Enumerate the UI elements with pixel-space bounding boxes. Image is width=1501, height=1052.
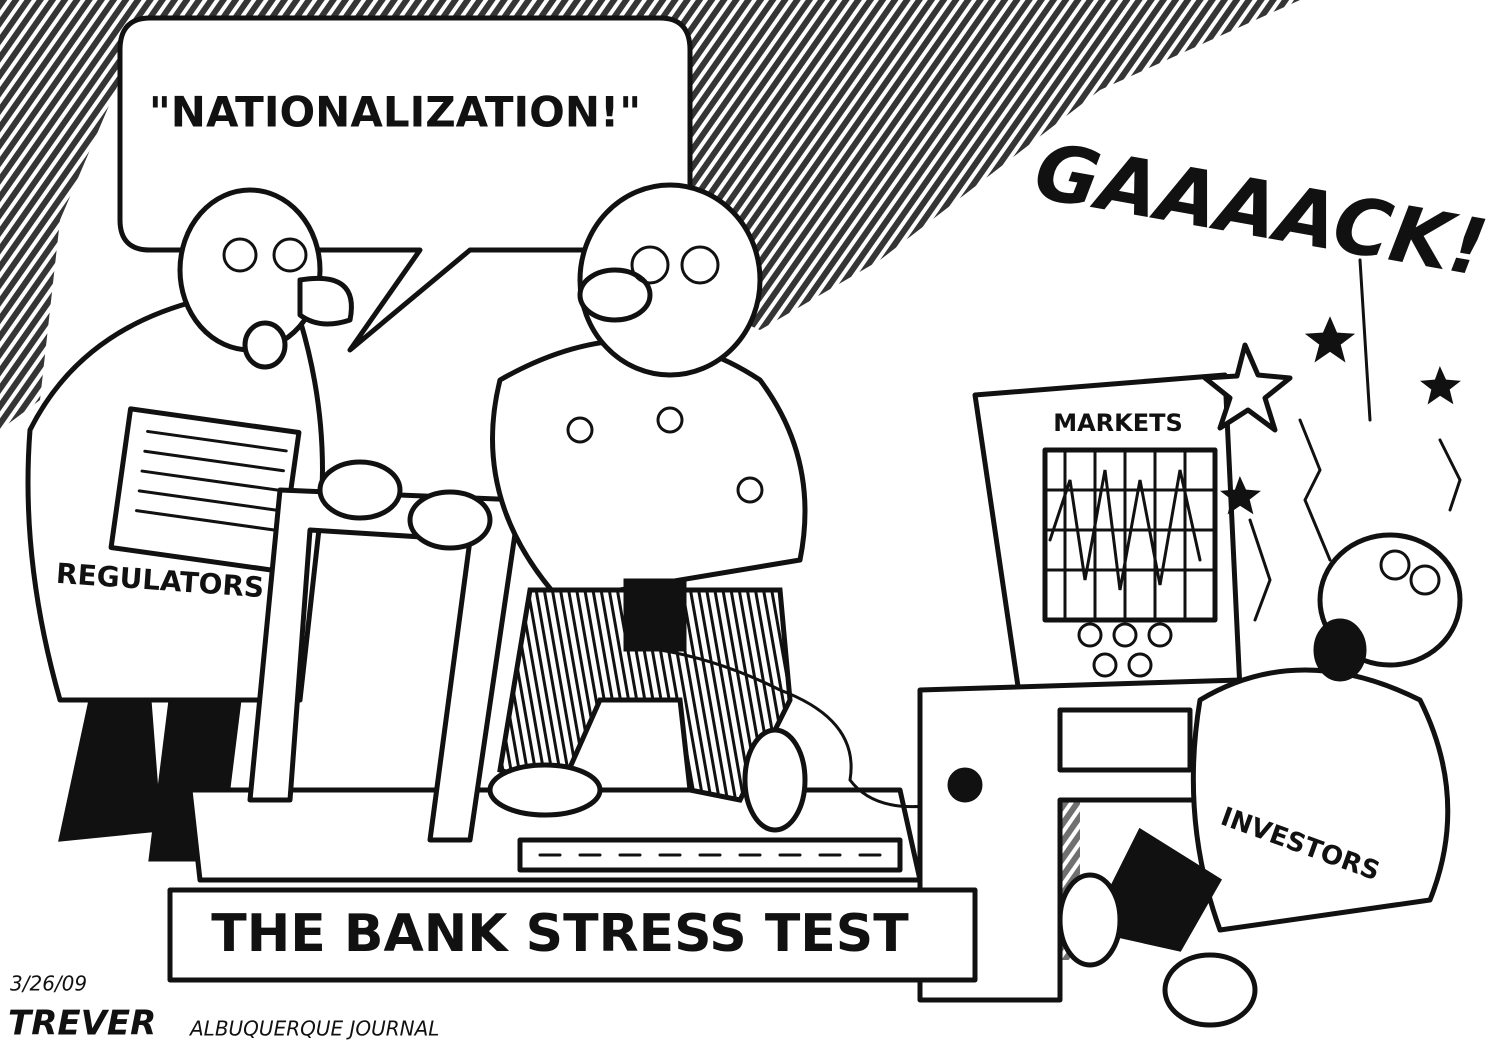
signature-date: 3/26/09 [10, 972, 87, 996]
markets-label: MARKETS [1053, 409, 1183, 437]
signature-artist: TREVER [8, 1004, 156, 1044]
cartoon: "NATIONALIZATION!" REGULATORS [0, 0, 1501, 1052]
banner: THE BANK STRESS TEST [170, 890, 975, 980]
speech-text: "NATIONALIZATION!" [149, 88, 641, 137]
banner-text: THE BANK STRESS TEST [211, 904, 909, 964]
signature-newspaper: ALBUQUERQUE JOURNAL [188, 1017, 439, 1041]
exclamation-text: GAAAACK! [1028, 127, 1493, 295]
